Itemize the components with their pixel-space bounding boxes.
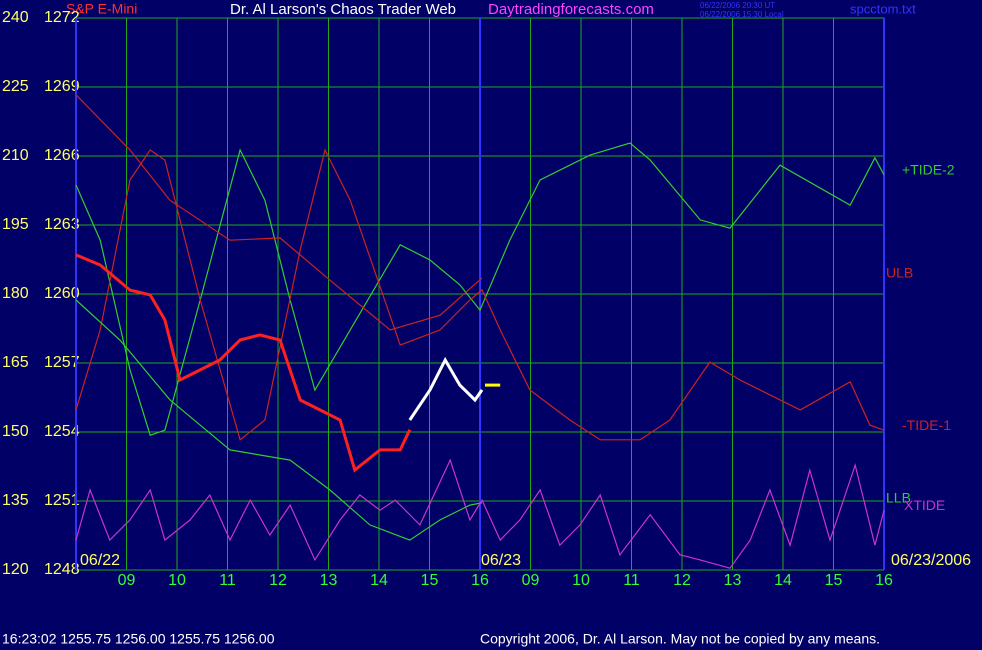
x-tick-label: 09 bbox=[522, 572, 540, 589]
y2-tick-label: 1272 bbox=[44, 9, 80, 26]
series-line bbox=[408, 356, 484, 421]
series-line bbox=[75, 148, 885, 441]
x-tick-label: 09 bbox=[118, 572, 136, 589]
x-tick-label: 15 bbox=[421, 572, 439, 589]
y-tick-label: 210 bbox=[2, 147, 29, 164]
y-tick-label: 120 bbox=[2, 561, 29, 578]
copyright: Copyright 2006, Dr. Al Larson. May not b… bbox=[480, 631, 880, 647]
date-label: 06/22 bbox=[80, 552, 120, 569]
series-line bbox=[75, 458, 885, 569]
y-tick-label: 195 bbox=[2, 216, 29, 233]
y-tick-label: 180 bbox=[2, 285, 29, 302]
file-name: spcctom.txt bbox=[850, 1, 916, 16]
series-label: +TIDE-2 bbox=[902, 162, 955, 178]
series-line bbox=[75, 142, 885, 436]
y-tick-label: 165 bbox=[2, 354, 29, 371]
y2-tick-label: 1257 bbox=[44, 354, 80, 371]
x-tick-label: 10 bbox=[572, 572, 590, 589]
y-tick-label: 240 bbox=[2, 9, 29, 26]
timestamp: 06/22/2006 20:30 UT bbox=[700, 1, 775, 10]
series-line bbox=[75, 299, 483, 541]
x-tick-label: 12 bbox=[673, 572, 691, 589]
x-tick-label: 14 bbox=[370, 572, 388, 589]
x-tick-label: 16 bbox=[471, 572, 489, 589]
y2-tick-label: 1263 bbox=[44, 216, 80, 233]
chart-title: Dr. Al Larson's Chaos Trader Web bbox=[230, 1, 456, 18]
date-label: 06/23 bbox=[481, 552, 521, 569]
y-tick-label: 150 bbox=[2, 423, 29, 440]
symbol: S&P E-Mini bbox=[66, 1, 137, 17]
x-tick-label: 11 bbox=[623, 572, 640, 589]
x-tick-label: 12 bbox=[269, 572, 287, 589]
x-tick-label: 10 bbox=[168, 572, 186, 589]
y2-tick-label: 1260 bbox=[44, 285, 80, 302]
y2-tick-label: 1266 bbox=[44, 147, 80, 164]
y2-tick-label: 1248 bbox=[44, 561, 80, 578]
status: 16:23:02 1255.75 1256.00 1255.75 1256.00 bbox=[2, 631, 275, 647]
series-line bbox=[75, 94, 483, 331]
y2-tick-label: 1254 bbox=[44, 423, 80, 440]
y-tick-label: 135 bbox=[2, 492, 29, 509]
x-tick-label: 16 bbox=[875, 572, 893, 589]
x-tick-label: 11 bbox=[219, 572, 236, 589]
x-tick-label: 13 bbox=[724, 572, 742, 589]
series-label: LLB bbox=[886, 490, 911, 506]
x-tick-label: 14 bbox=[774, 572, 792, 589]
series-label: -TIDE-1 bbox=[902, 417, 951, 433]
timestamp: 06/22/2006 15:30 Local bbox=[700, 10, 784, 19]
x-tick-label: 15 bbox=[825, 572, 843, 589]
x-tick-label: 13 bbox=[320, 572, 338, 589]
y2-tick-label: 1269 bbox=[44, 78, 80, 95]
site: Daytradingforecasts.com bbox=[488, 1, 654, 18]
y2-tick-label: 1251 bbox=[44, 492, 80, 509]
y-tick-label: 225 bbox=[2, 78, 29, 95]
series-label: XTIDE bbox=[904, 497, 945, 513]
series-line bbox=[75, 253, 412, 473]
series-label: ULB bbox=[886, 265, 913, 281]
date-label: 06/23/2006 bbox=[891, 552, 971, 569]
